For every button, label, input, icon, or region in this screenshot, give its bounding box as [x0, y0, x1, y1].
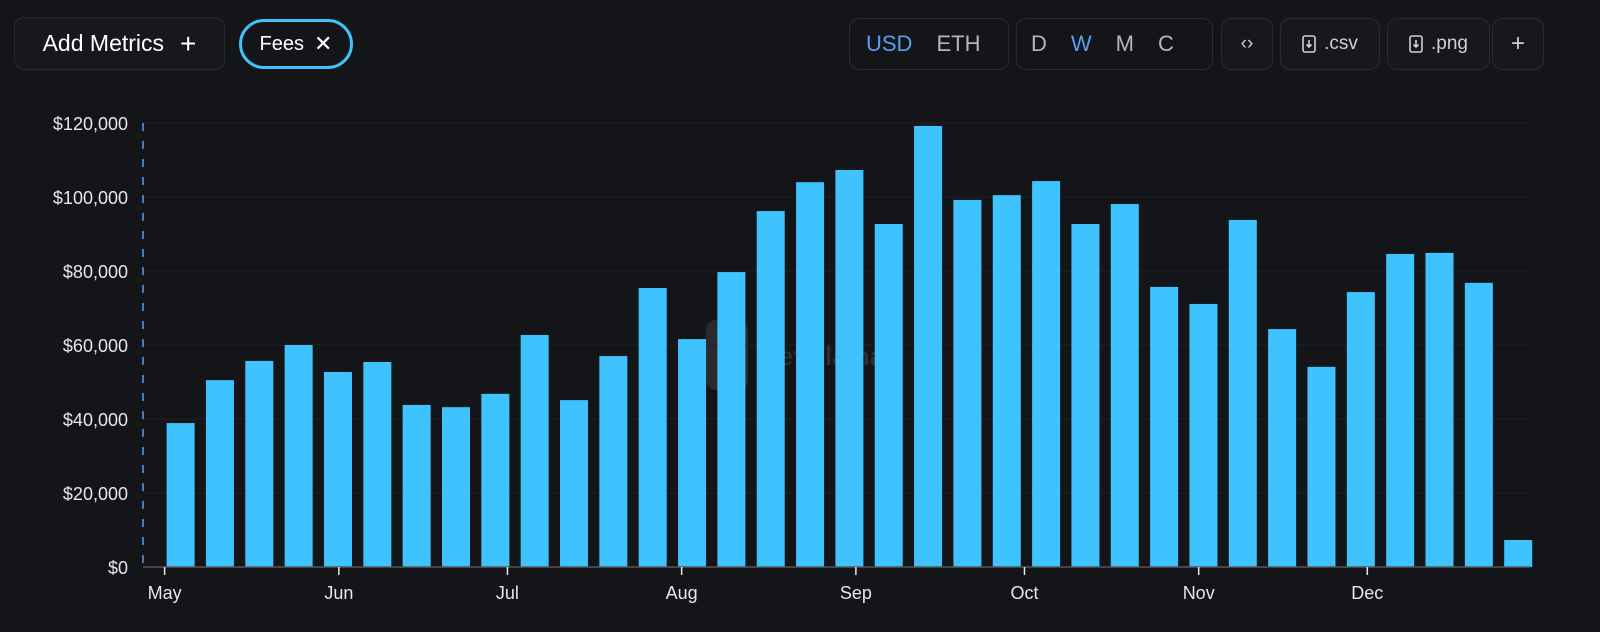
currency-toggle: USD ETH — [849, 18, 1009, 70]
bar[interactable] — [914, 125, 943, 568]
y-tick-label: $40,000 — [63, 410, 128, 430]
x-tick-label: Aug — [666, 583, 698, 603]
add-metrics-button[interactable]: Add Metrics + — [14, 17, 225, 70]
csv-label: .csv — [1324, 33, 1358, 54]
y-tick-label: $80,000 — [63, 262, 128, 282]
bar[interactable] — [442, 407, 470, 567]
period-toggle: D W M C — [1016, 18, 1213, 70]
bar[interactable] — [1386, 253, 1415, 568]
bar[interactable] — [205, 380, 234, 567]
x-tick-label: Jul — [496, 583, 519, 603]
period-m[interactable]: M — [1115, 31, 1134, 56]
bar[interactable] — [756, 211, 785, 567]
bar[interactable] — [1425, 252, 1454, 567]
bar[interactable] — [1110, 204, 1139, 567]
bar[interactable] — [284, 345, 313, 567]
metric-chip-fees[interactable]: Fees ✕ — [239, 19, 353, 69]
bar[interactable] — [717, 272, 746, 567]
x-tick-label: Nov — [1183, 583, 1215, 603]
bar[interactable] — [874, 224, 903, 567]
bar[interactable] — [638, 288, 667, 567]
bar[interactable] — [1228, 219, 1257, 567]
period-d[interactable]: D — [1031, 31, 1047, 56]
y-tick-label: $20,000 — [63, 484, 128, 504]
x-tick-label: Jun — [324, 583, 353, 603]
bar[interactable] — [520, 335, 549, 567]
x-tick-label: Sep — [840, 583, 872, 603]
x-tick-label: Dec — [1351, 583, 1383, 603]
download-csv-button[interactable]: .csv — [1280, 18, 1380, 70]
bar[interactable] — [1504, 539, 1533, 567]
bar[interactable] — [363, 362, 392, 567]
y-tick-label: $100,000 — [53, 188, 128, 208]
bar[interactable] — [1307, 366, 1336, 567]
bar[interactable] — [992, 195, 1021, 567]
bar[interactable] — [953, 199, 982, 567]
add-metrics-label: Add Metrics — [42, 30, 165, 56]
bar[interactable] — [678, 339, 707, 567]
more-button[interactable]: + — [1492, 18, 1544, 70]
x-tick-label: May — [148, 583, 182, 603]
bar[interactable] — [835, 169, 864, 568]
bar[interactable] — [1464, 282, 1493, 567]
currency-eth[interactable]: ETH — [936, 31, 981, 56]
plus-icon: + — [1510, 30, 1525, 57]
y-tick-label: $120,000 — [53, 114, 128, 134]
y-tick-label: $60,000 — [63, 336, 128, 356]
file-download-icon — [1302, 35, 1316, 53]
embed-button[interactable]: ‹› — [1221, 18, 1273, 70]
plus-icon: + — [180, 27, 197, 59]
bar[interactable] — [402, 404, 431, 567]
metric-chip-label: Fees — [259, 32, 305, 55]
bar[interactable] — [245, 360, 274, 567]
period-w[interactable]: W — [1070, 31, 1092, 56]
bar[interactable] — [166, 423, 195, 567]
bar[interactable] — [1189, 303, 1218, 567]
bar[interactable] — [599, 356, 628, 567]
bar[interactable] — [1150, 286, 1179, 567]
bar[interactable] — [1346, 292, 1375, 567]
png-label: .png — [1431, 33, 1468, 54]
bar[interactable] — [1071, 224, 1100, 567]
bar[interactable] — [1268, 329, 1297, 567]
currency-usd[interactable]: USD — [866, 31, 913, 56]
x-tick-label: Oct — [1010, 583, 1038, 603]
bar[interactable] — [1032, 181, 1061, 567]
code-brackets-icon: ‹› — [1240, 33, 1254, 54]
bar[interactable] — [481, 393, 510, 567]
bar[interactable] — [560, 400, 589, 567]
period-c[interactable]: C — [1157, 31, 1174, 56]
file-download-icon — [1409, 35, 1423, 53]
bar[interactable] — [323, 372, 352, 567]
download-png-button[interactable]: .png — [1387, 18, 1490, 70]
close-icon[interactable]: ✕ — [314, 31, 333, 56]
y-tick-label: $0 — [108, 558, 128, 578]
bar[interactable] — [796, 182, 825, 567]
